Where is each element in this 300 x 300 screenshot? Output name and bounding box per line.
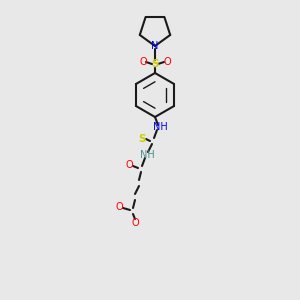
Text: S: S bbox=[151, 59, 159, 69]
Text: O: O bbox=[139, 57, 147, 67]
Text: NH: NH bbox=[140, 150, 154, 160]
Text: O: O bbox=[163, 57, 171, 67]
Text: O: O bbox=[131, 218, 139, 228]
Text: S: S bbox=[138, 134, 146, 144]
Text: N: N bbox=[151, 41, 159, 51]
Text: NH: NH bbox=[153, 122, 167, 132]
Text: O: O bbox=[125, 160, 133, 170]
Text: O: O bbox=[115, 202, 123, 212]
